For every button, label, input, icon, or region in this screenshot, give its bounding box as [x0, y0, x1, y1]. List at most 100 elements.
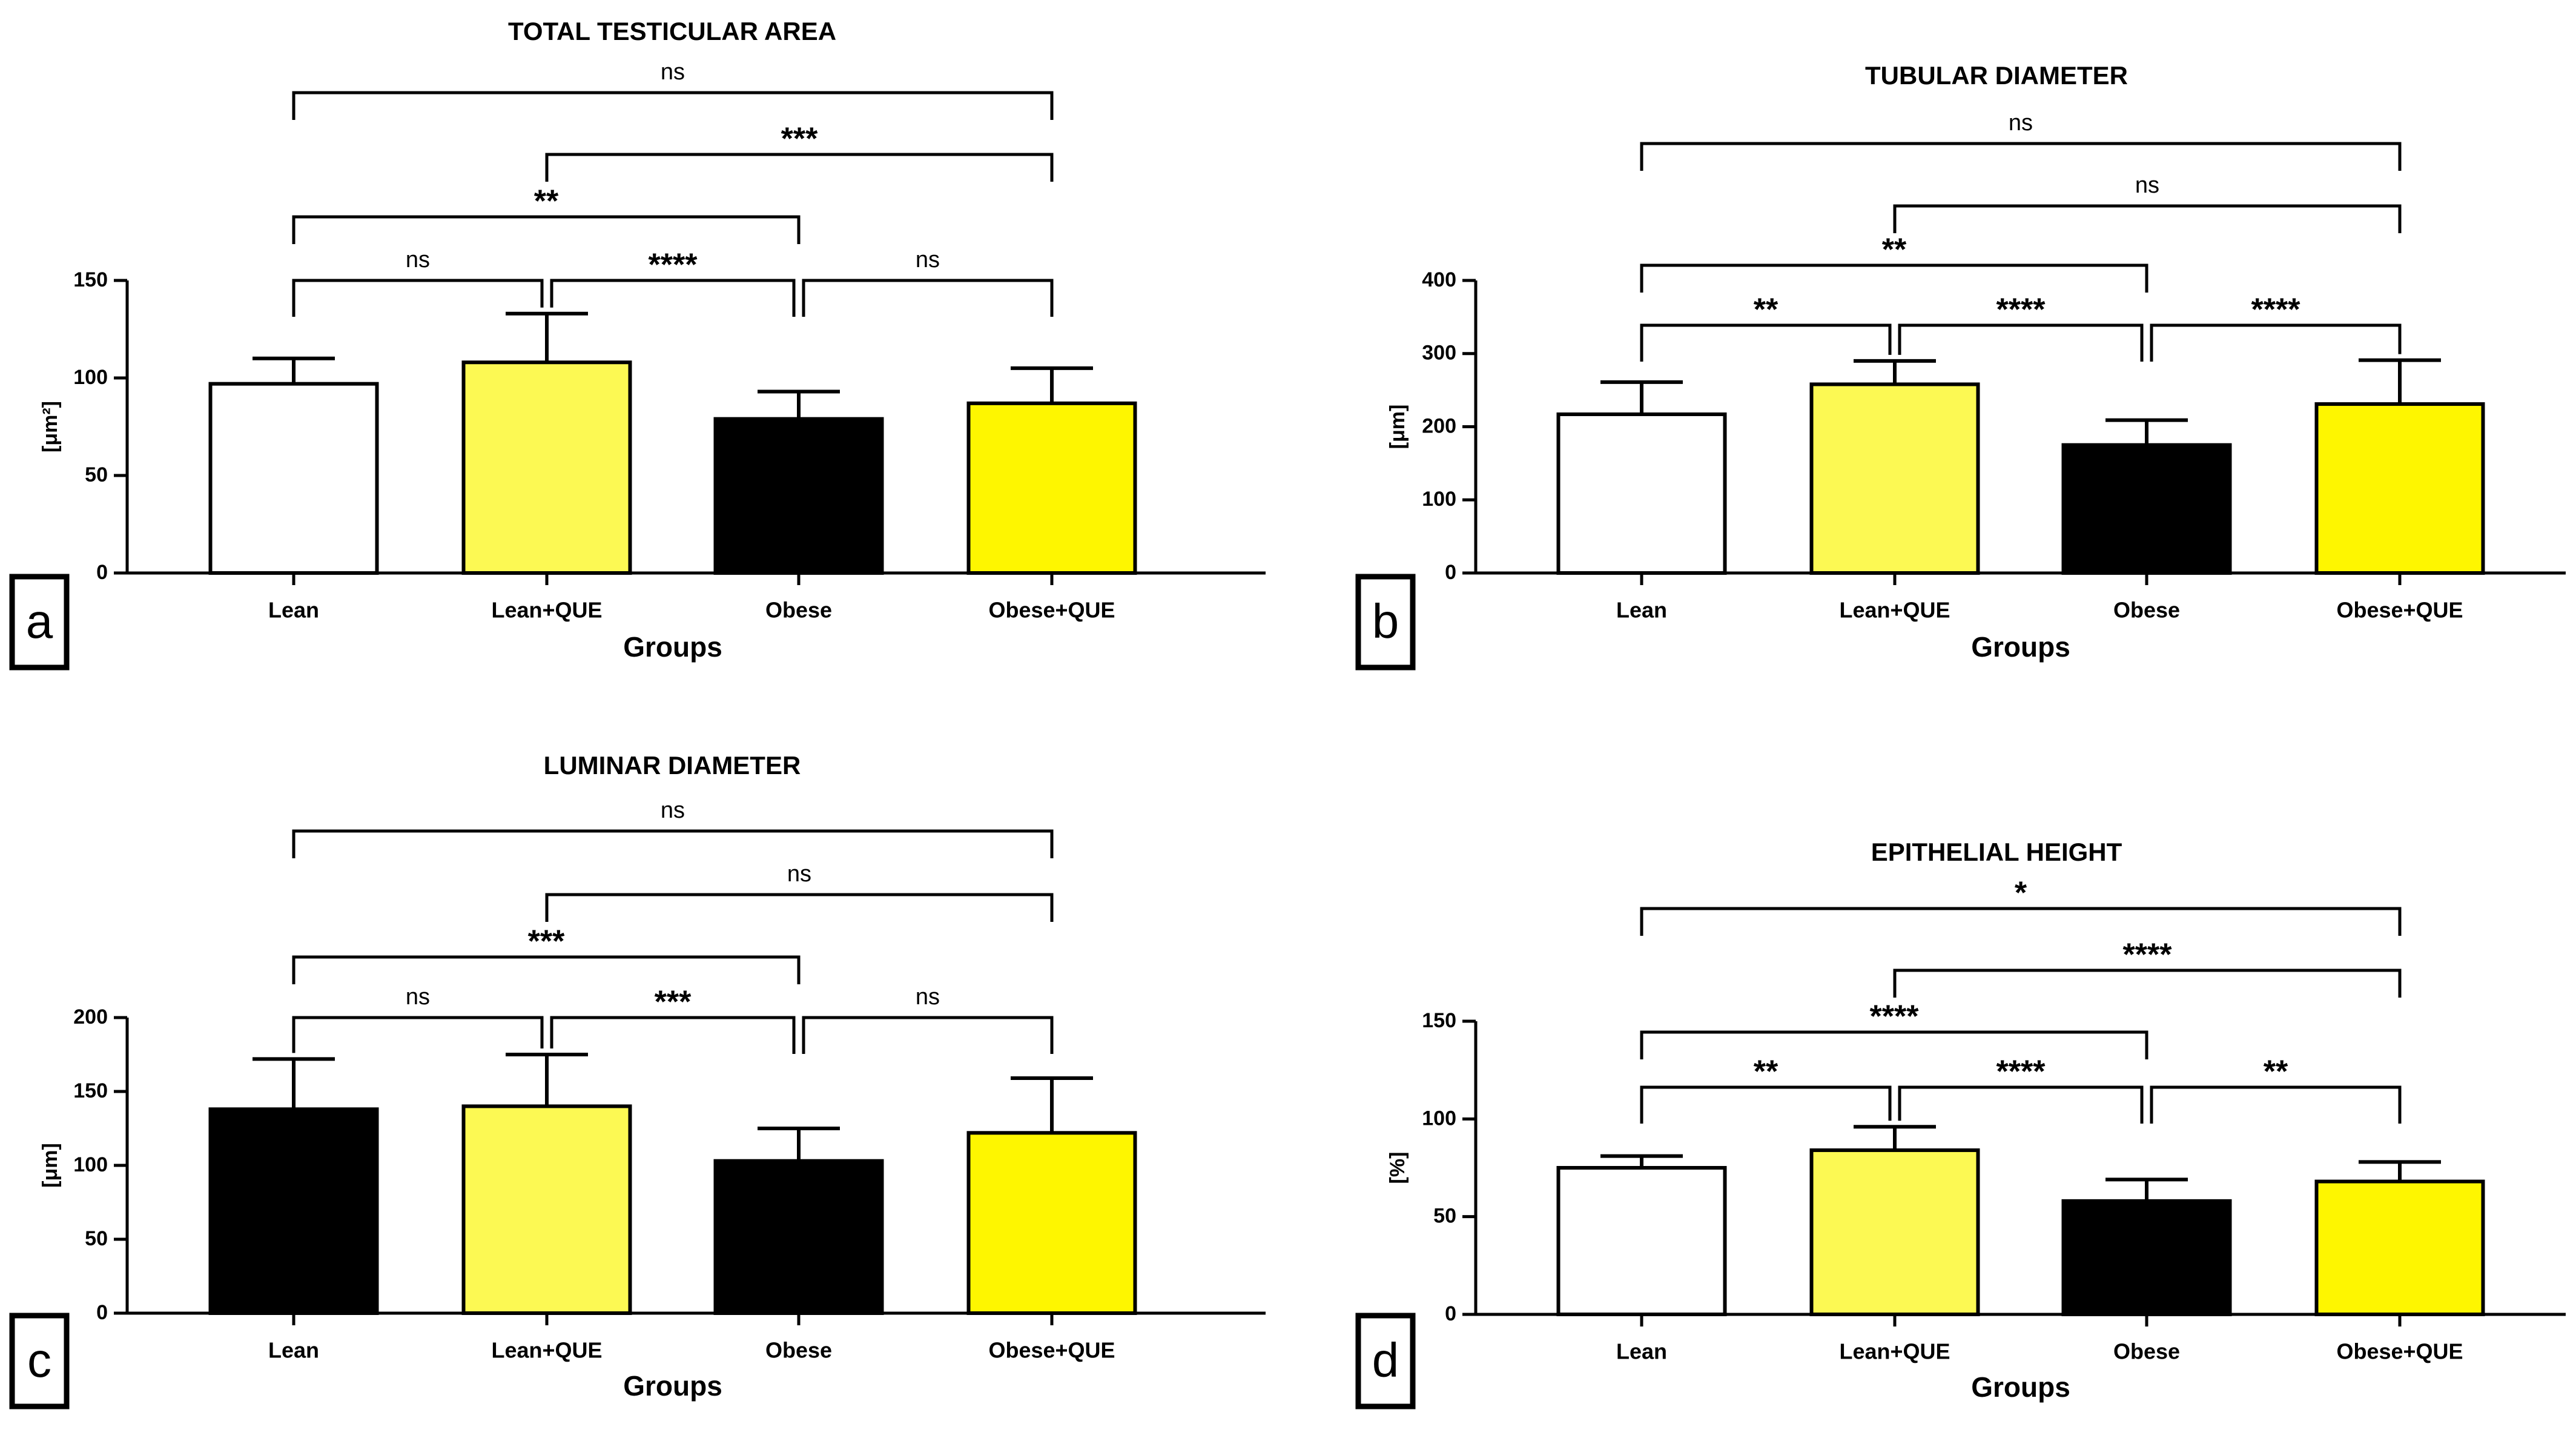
x-tick-label: Obese [2113, 1339, 2180, 1364]
significance-label: **** [2123, 938, 2173, 973]
significance-bracket [292, 279, 544, 317]
x-tick-label: Obese [2113, 598, 2180, 623]
significance-label: ** [534, 184, 559, 219]
bar [713, 417, 884, 575]
significance-label: ns [661, 798, 685, 823]
significance-label: *** [781, 122, 818, 157]
panel-label-box [1355, 1313, 1416, 1409]
y-tick-label: 0 [1445, 561, 1456, 584]
x-tick-label: Lean [268, 598, 319, 623]
x-axis-label: Groups [1971, 1371, 2070, 1403]
bar [208, 1107, 379, 1316]
panel-d: EPITHELIAL HEIGHT [%] 0 50 100 150 Lean Lean+QU… [1355, 838, 2566, 1409]
significance-bracket [1893, 969, 2402, 998]
panel-label-box [9, 574, 70, 671]
significance-label: *** [655, 985, 692, 1020]
bar [461, 1104, 632, 1316]
panel-b: TUBULAR DIAMETER [μm] 0 100 200 300 400 Lean Lea… [1355, 61, 2566, 671]
chart-title: EPITHELIAL HEIGHT [1871, 838, 2122, 866]
y-tick-label: 0 [1445, 1302, 1456, 1325]
y-tick-label: 400 [1422, 268, 1456, 291]
significance-bracket [1640, 1030, 2148, 1059]
x-tick-label: Obese+QUE [988, 598, 1115, 623]
significance-bracket [802, 279, 1054, 317]
significance-bracket [292, 1016, 544, 1053]
significance-label: ** [1754, 293, 1778, 328]
y-tick-label: 0 [96, 1301, 108, 1324]
significance-bracket [1898, 1085, 2144, 1124]
x-tick-label: Lean [268, 1338, 319, 1363]
y-axis-label: [μm] [1386, 405, 1409, 449]
significance-bracket [1640, 323, 1892, 362]
significance-bracket [292, 215, 801, 244]
significance-bracket [292, 955, 801, 984]
x-tick-label: Obese [765, 1338, 832, 1363]
significance-label: ** [1754, 1055, 1778, 1090]
bar [1809, 1148, 1980, 1316]
x-tick-label: Lean [1616, 1339, 1667, 1364]
bar [2314, 402, 2485, 575]
bar [2314, 1179, 2485, 1316]
significance-label: ns [787, 861, 811, 887]
significance-label: **** [649, 248, 698, 283]
y-tick-label: 100 [1422, 488, 1456, 511]
panel-c: LUMINAR DIAMETER [μm] 0 50 100 150 200 Lean Lean… [9, 751, 1266, 1409]
significance-bracket [545, 153, 1054, 182]
x-tick-label: Lean+QUE [1839, 1339, 1950, 1364]
significance-bracket [1640, 1085, 1892, 1124]
significance-bracket [550, 1016, 796, 1054]
significance-bracket [802, 1016, 1054, 1054]
significance-bracket [1640, 142, 2402, 171]
panel-label: b [1372, 594, 1399, 648]
bar [2061, 443, 2232, 575]
x-axis-label: Groups [623, 631, 722, 663]
panel-a: TOTAL TESTICULAR AREA [μm²] 0 50 100 150 Lean L… [9, 17, 1266, 671]
y-tick-label: 0 [96, 561, 108, 584]
significance-label: **** [1996, 1055, 2046, 1090]
chart-title: TOTAL TESTICULAR AREA [508, 17, 836, 45]
significance-bracket [2150, 323, 2402, 362]
y-tick-label: 200 [1422, 414, 1456, 437]
significance-label: ns [2135, 173, 2159, 198]
bar [208, 382, 379, 575]
panel-label: c [27, 1333, 51, 1387]
significance-label: **** [2251, 293, 2301, 328]
significance-bracket [1893, 204, 2402, 233]
significance-bracket [292, 829, 1054, 858]
y-tick-label: 150 [1422, 1009, 1456, 1032]
y-axis-label: [μm] [39, 1143, 62, 1188]
y-tick-label: 50 [85, 1227, 108, 1250]
significance-label: * [2015, 876, 2027, 911]
significance-label: ns [2009, 110, 2033, 136]
significance-label: ** [2264, 1055, 2288, 1090]
significance-bracket [545, 893, 1054, 922]
significance-bracket [1640, 907, 2402, 936]
significance-bracket [2150, 1085, 2402, 1124]
panel-label-box [1355, 574, 1416, 671]
significance-label: ns [916, 984, 940, 1010]
bar [1556, 412, 1727, 575]
y-axis-label: [%] [1386, 1152, 1409, 1184]
bar [713, 1159, 884, 1316]
y-tick-label: 50 [1433, 1205, 1456, 1228]
significance-label: ns [406, 247, 430, 273]
chart-title: LUMINAR DIAMETER [544, 751, 801, 780]
bar [1809, 382, 1980, 575]
x-tick-label: Lean+QUE [1839, 598, 1950, 623]
panel-label: d [1372, 1333, 1399, 1387]
bar [1556, 1166, 1727, 1316]
panel-label: a [26, 594, 53, 648]
chart-title: TUBULAR DIAMETER [1865, 61, 2128, 90]
bar [461, 360, 632, 575]
y-tick-label: 150 [73, 268, 108, 291]
y-tick-label: 50 [85, 463, 108, 486]
y-tick-label: 300 [1422, 342, 1456, 365]
bar [966, 1131, 1137, 1315]
significance-bracket [292, 91, 1054, 120]
significance-label: ns [661, 59, 685, 85]
x-tick-label: Obese+QUE [988, 1338, 1115, 1363]
x-tick-label: Lean+QUE [491, 1338, 602, 1363]
x-tick-label: Obese+QUE [2336, 598, 2463, 623]
significance-label: **** [1870, 999, 1920, 1035]
